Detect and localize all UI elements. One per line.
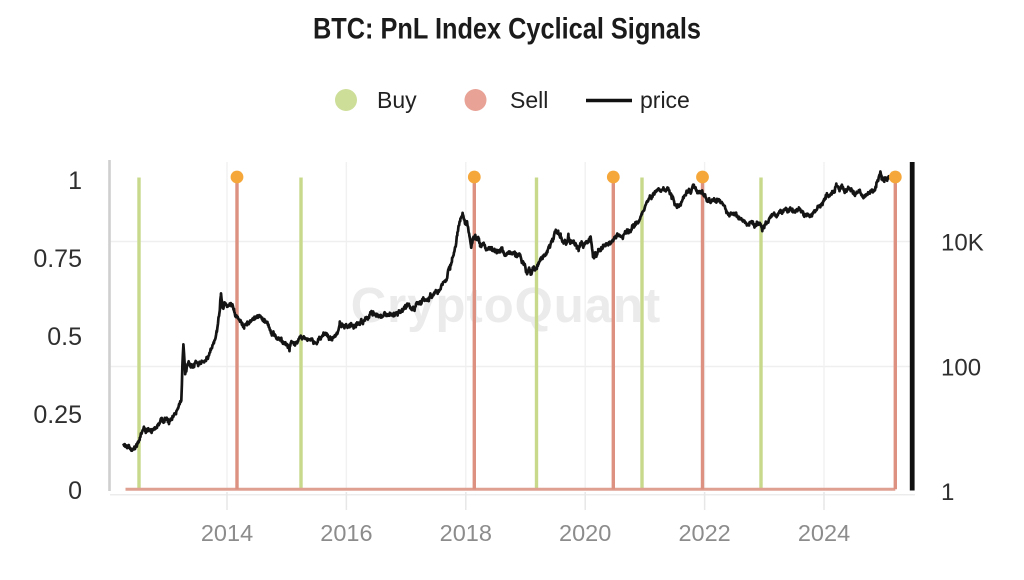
svg-text:1: 1 xyxy=(941,479,954,506)
svg-text:0: 0 xyxy=(68,477,82,505)
svg-text:1: 1 xyxy=(68,167,82,195)
svg-text:CryptoQuant: CryptoQuant xyxy=(351,279,661,333)
svg-text:0.75: 0.75 xyxy=(33,245,82,273)
svg-text:2018: 2018 xyxy=(440,520,492,546)
svg-text:2022: 2022 xyxy=(678,520,730,546)
svg-text:price: price xyxy=(640,87,690,113)
svg-text:2024: 2024 xyxy=(798,520,850,546)
svg-text:2020: 2020 xyxy=(559,520,611,546)
svg-text:Buy: Buy xyxy=(377,87,417,113)
svg-text:10K: 10K xyxy=(941,230,984,257)
svg-text:2014: 2014 xyxy=(201,520,253,546)
svg-text:2016: 2016 xyxy=(320,520,372,546)
svg-text:0.25: 0.25 xyxy=(33,401,82,429)
svg-text:BTC: PnL Index Cyclical Signal: BTC: PnL Index Cyclical Signals xyxy=(313,13,701,46)
svg-text:100: 100 xyxy=(941,355,981,382)
svg-text:Sell: Sell xyxy=(510,87,548,113)
svg-text:0.5: 0.5 xyxy=(47,323,82,351)
